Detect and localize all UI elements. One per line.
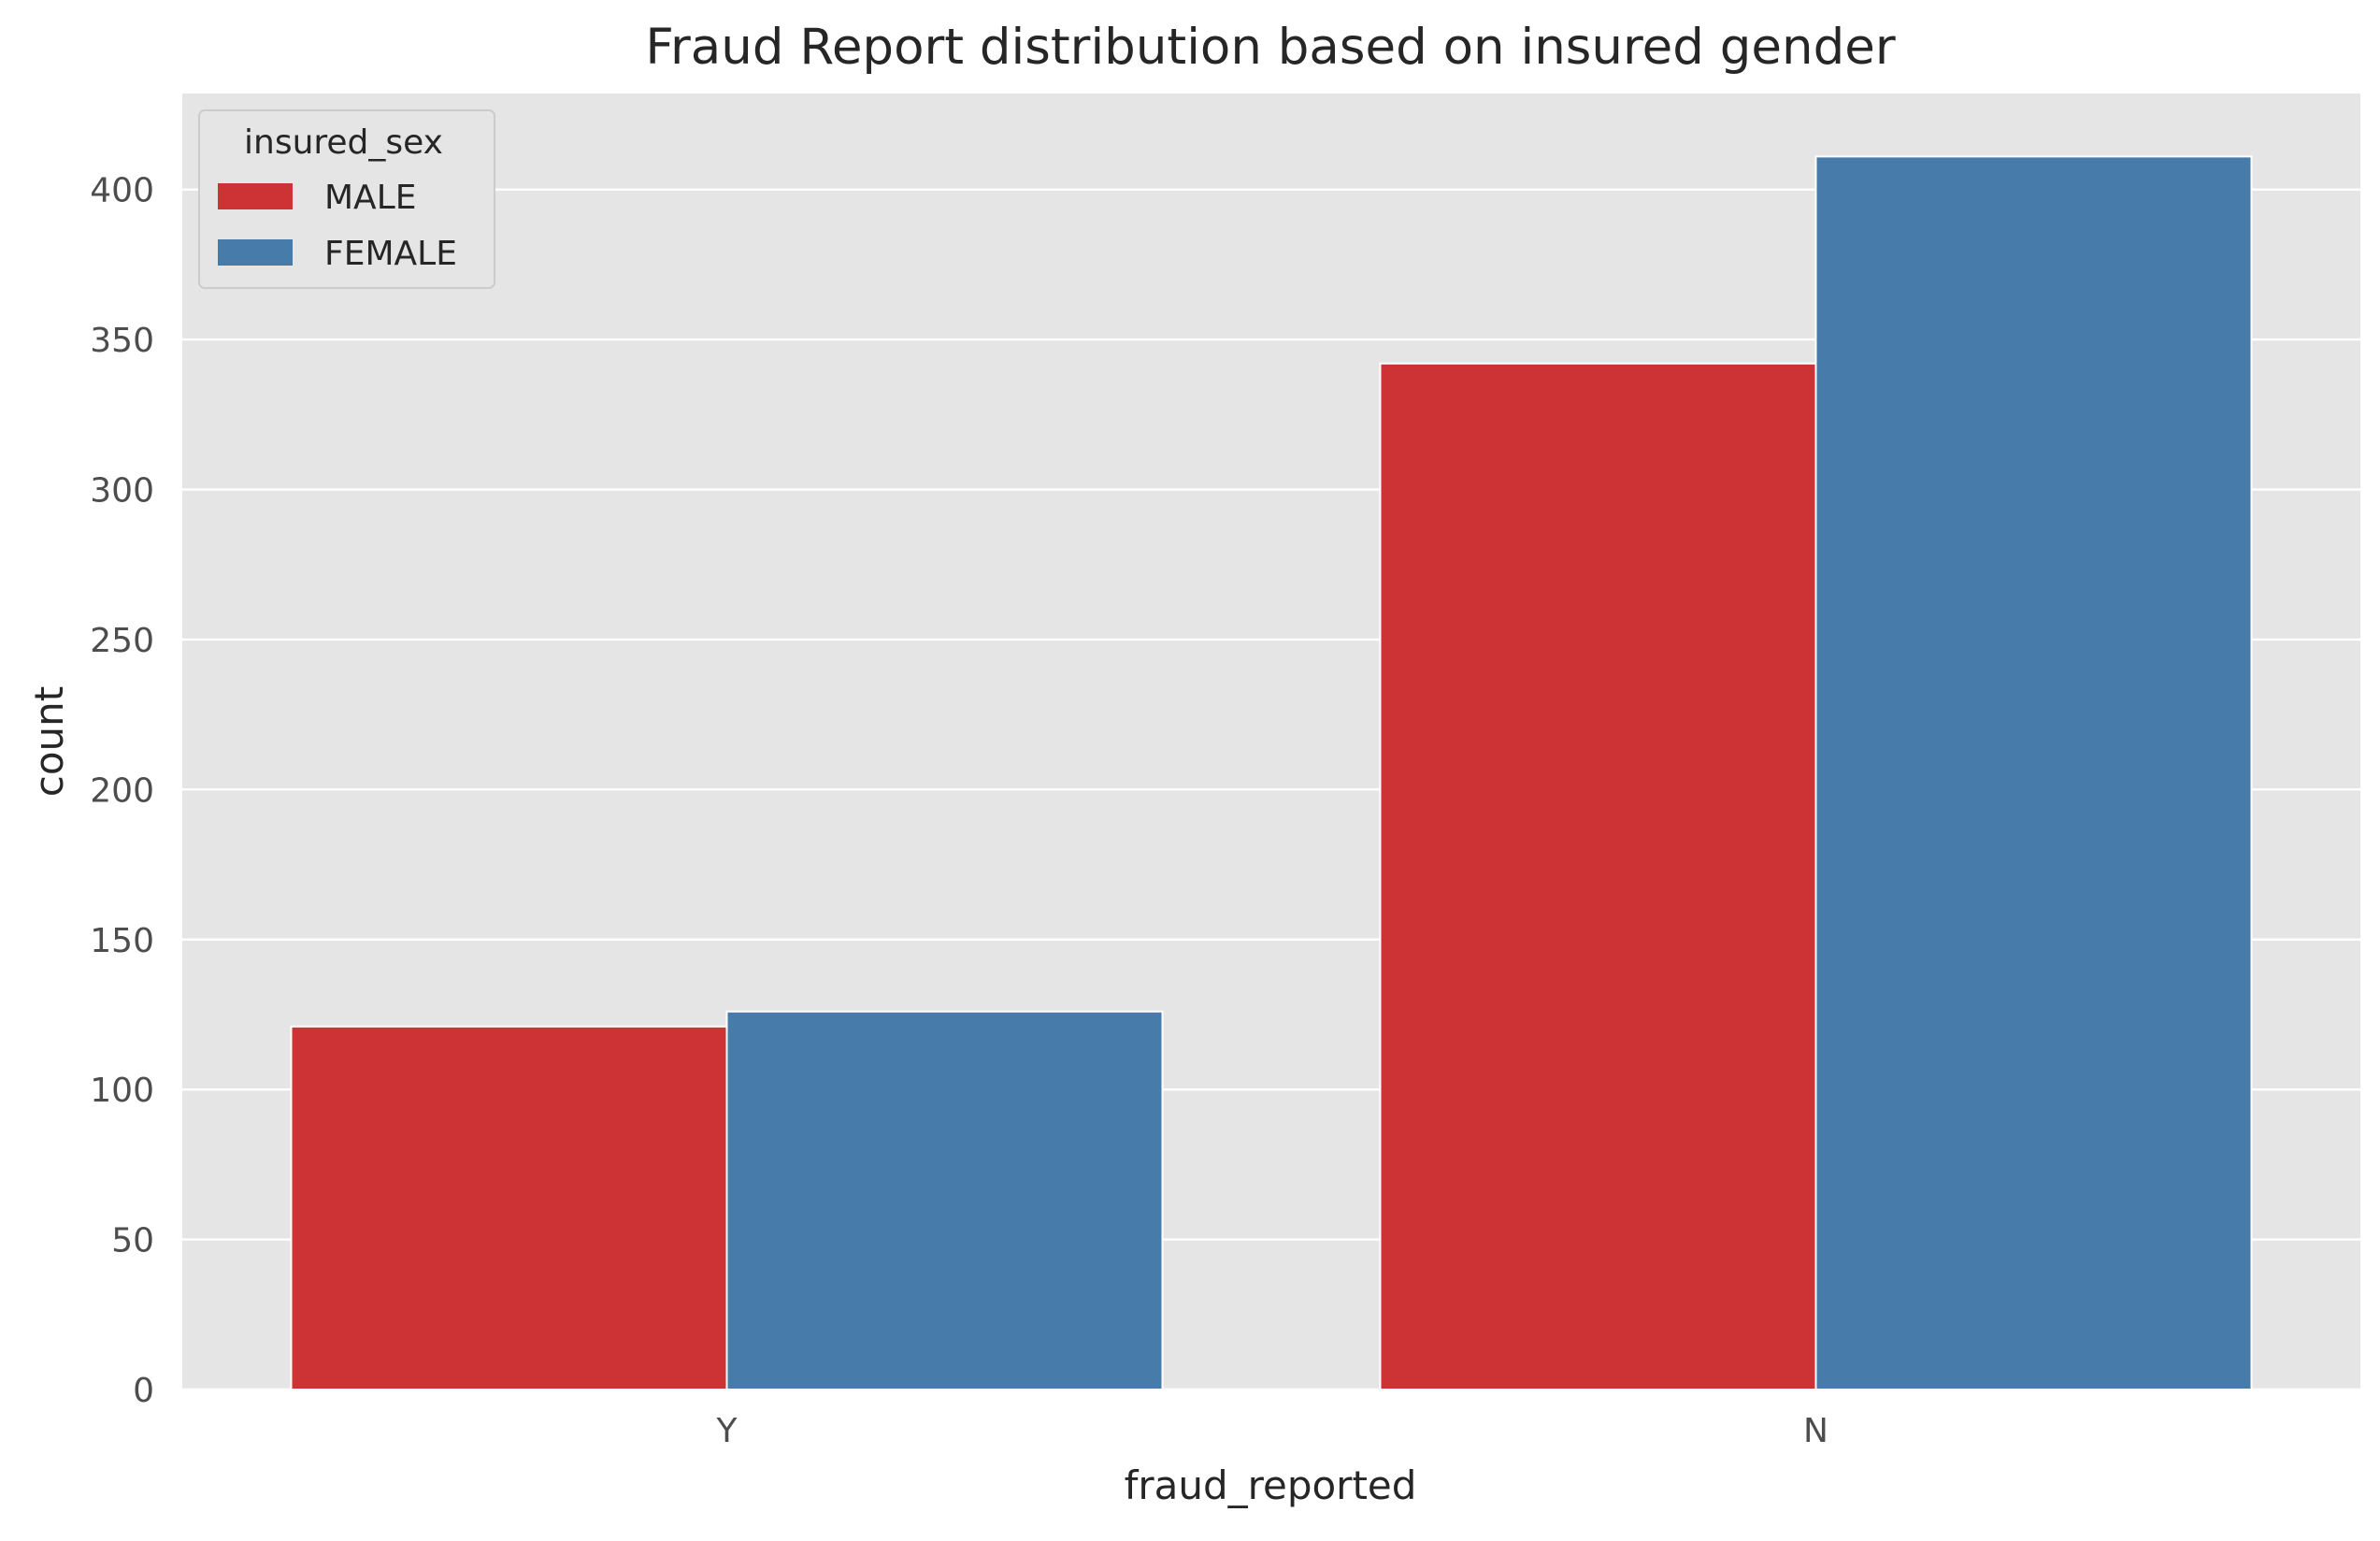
legend-label-male: MALE xyxy=(324,179,417,217)
y-tick-label: 350 xyxy=(90,322,154,360)
legend-title: insured_sex xyxy=(244,123,443,162)
bar-female-n xyxy=(1814,155,2253,1390)
legend-swatch-female xyxy=(218,239,293,266)
legend-label-female: FEMALE xyxy=(324,235,457,273)
bar-male-y xyxy=(290,1025,728,1390)
y-tick-labels: 0 50 100 150 200 250 300 350 400 xyxy=(90,172,154,1410)
x-tick-label: Y xyxy=(716,1412,738,1450)
y-tick-label: 50 xyxy=(111,1222,154,1260)
y-tick-label: 0 xyxy=(133,1372,154,1410)
y-tick-label: 250 xyxy=(90,622,154,660)
x-axis-label: fraud_reported xyxy=(1125,1462,1417,1508)
y-tick-label: 200 xyxy=(90,771,154,810)
legend-items: MALE FEMALE xyxy=(218,179,457,273)
y-tick-label: 100 xyxy=(90,1072,154,1110)
y-axis-label: count xyxy=(26,686,72,798)
legend-swatch-male xyxy=(218,183,293,209)
chart-title: Fraud Report distribution based on insur… xyxy=(645,19,1895,76)
y-tick-label: 300 xyxy=(90,472,154,511)
bar-male-n xyxy=(1379,362,1817,1390)
bars xyxy=(290,155,2253,1390)
legend: insured_sex MALE FEMALE xyxy=(198,109,495,289)
bar-female-y xyxy=(725,1010,1164,1390)
x-tick-label: N xyxy=(1803,1412,1828,1450)
y-tick-label: 400 xyxy=(90,172,154,210)
y-tick-label: 150 xyxy=(90,922,154,960)
